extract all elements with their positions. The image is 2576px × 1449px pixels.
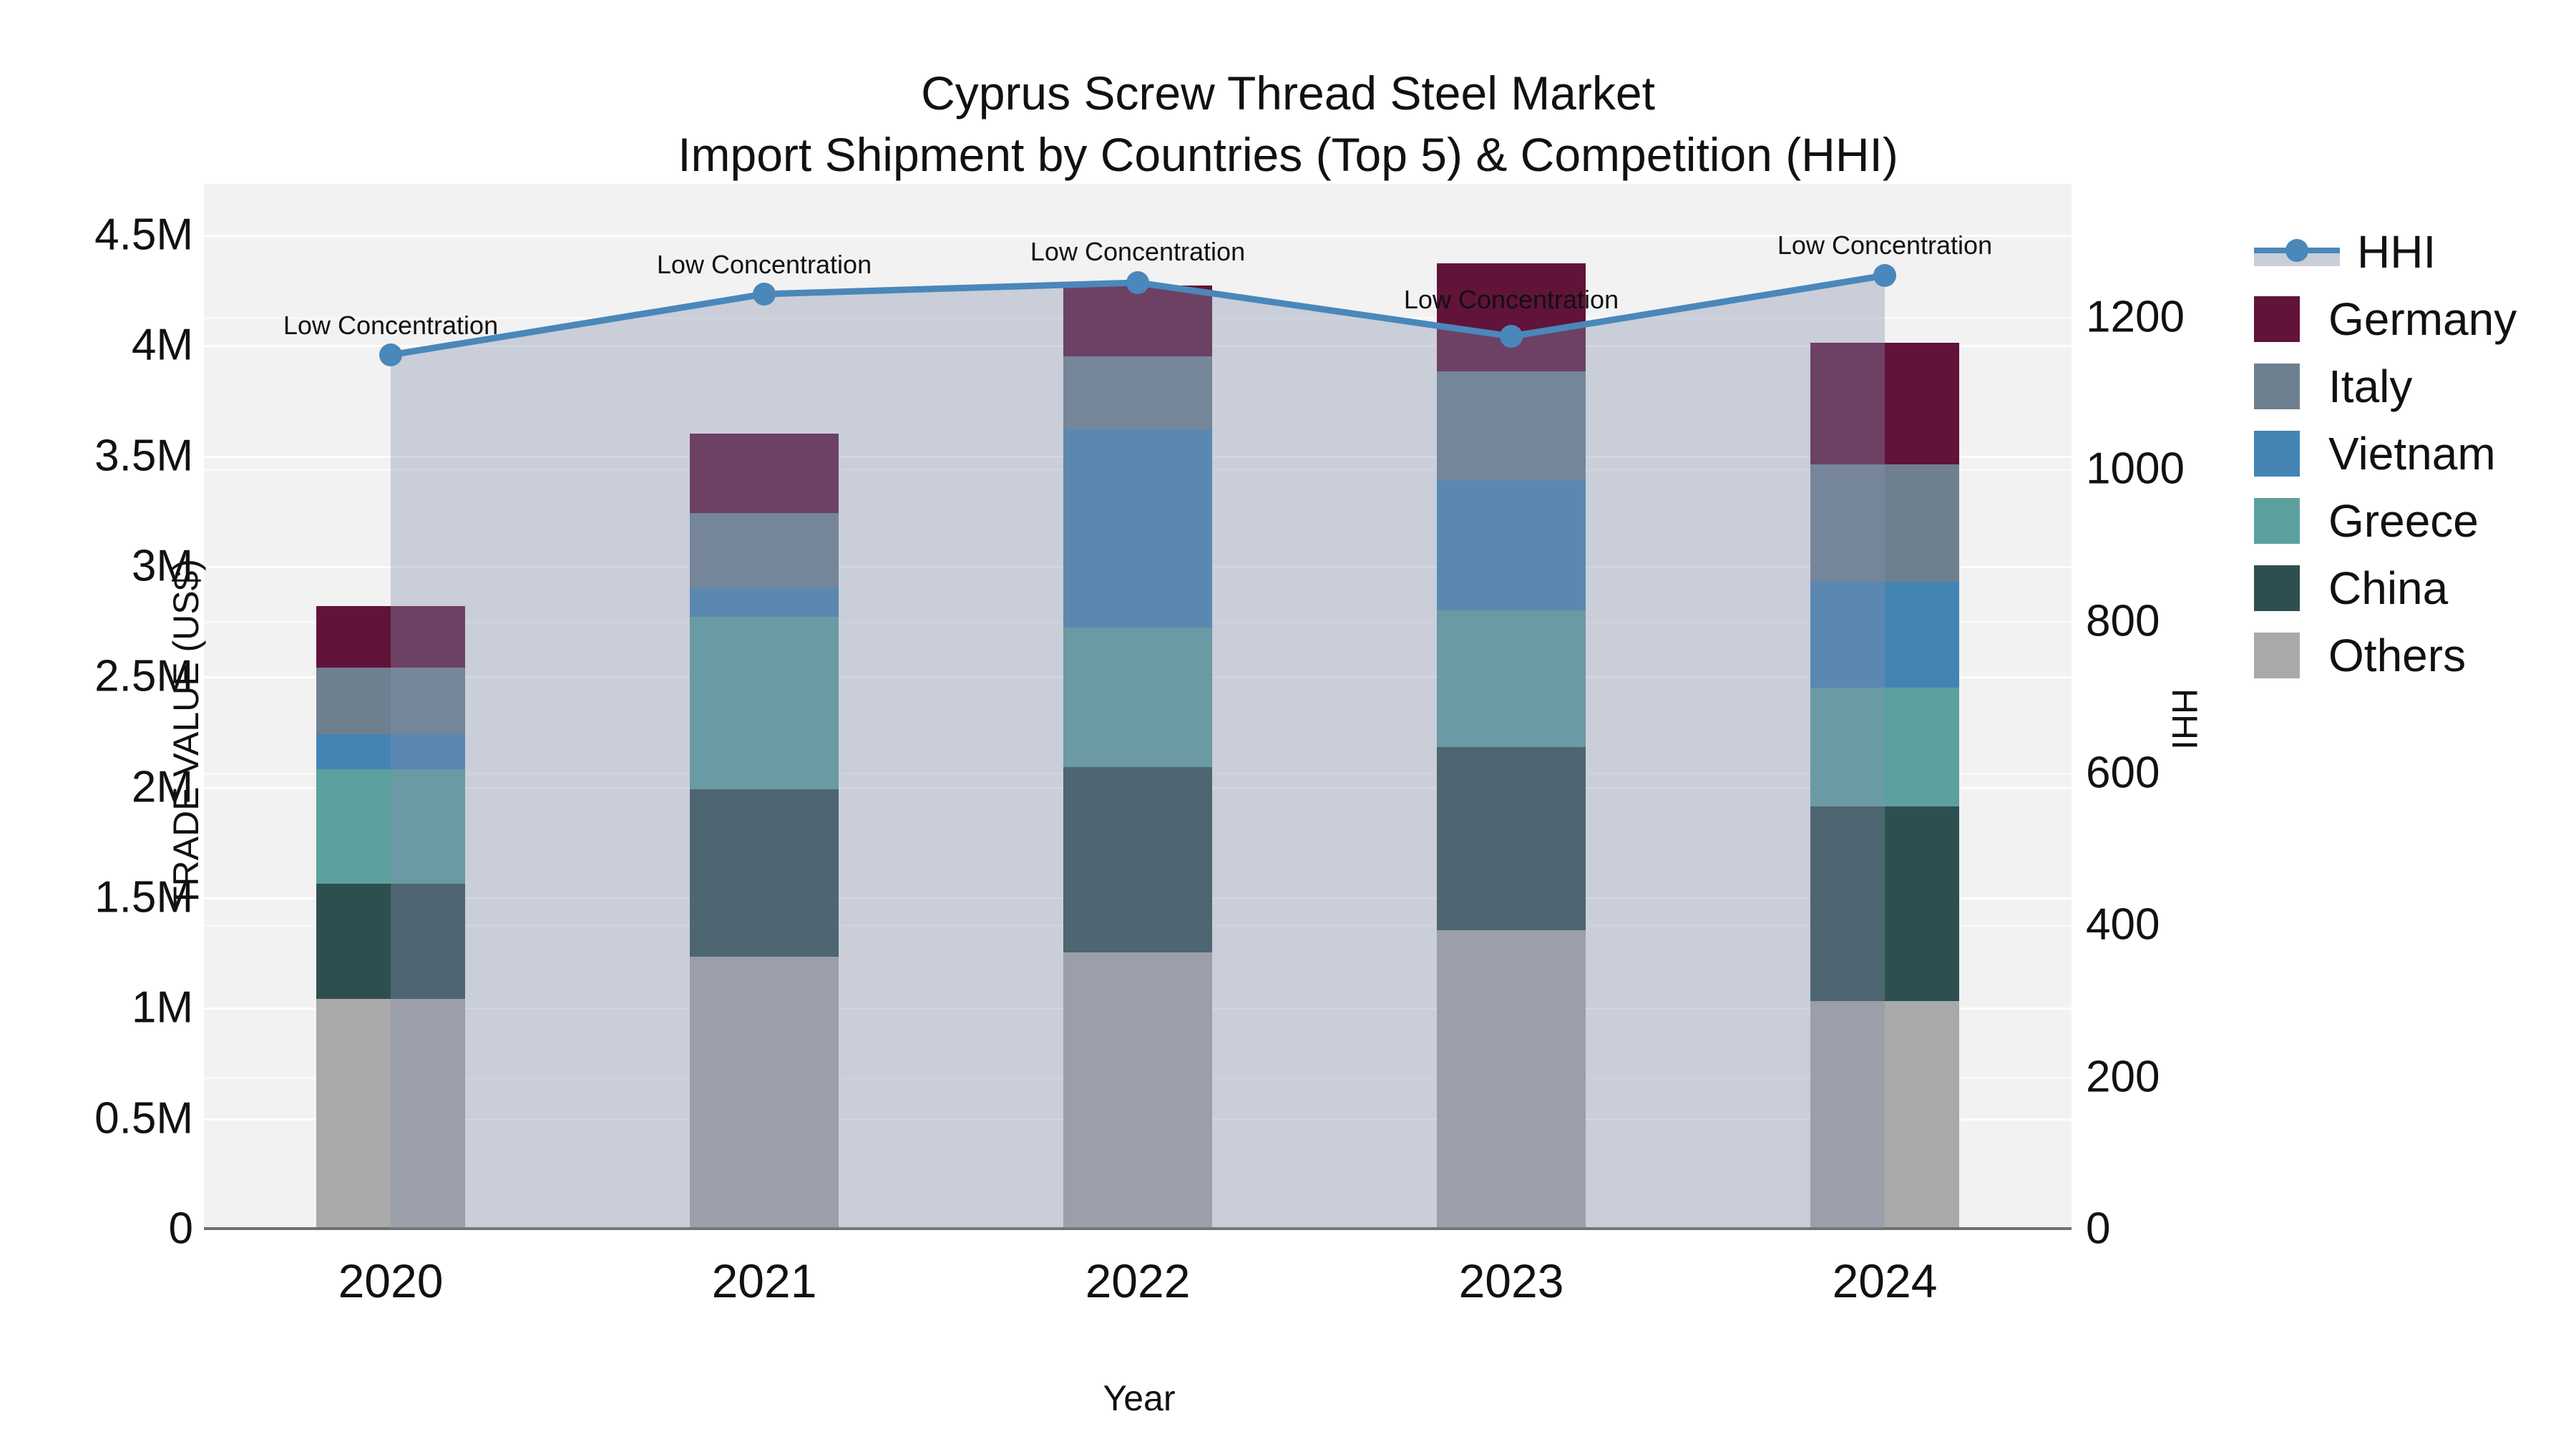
x-tick-2023: 2023 bbox=[1458, 1254, 1564, 1307]
x-tick-2021: 2021 bbox=[711, 1254, 817, 1307]
chart-title: Cyprus Screw Thread Steel Market bbox=[921, 67, 1655, 119]
hhi-line-swatch bbox=[2254, 238, 2340, 266]
annotation-2024: Low Concentration bbox=[1777, 230, 1993, 260]
legend-item-china: China bbox=[2254, 555, 2517, 622]
bar-segment-2020-italy bbox=[316, 667, 465, 734]
bar-segment-2023-china bbox=[1437, 747, 1586, 931]
gridline-left-axis bbox=[204, 235, 2072, 237]
legend-item-greece: Greece bbox=[2254, 487, 2517, 555]
legend-item-italy: Italy bbox=[2254, 353, 2517, 420]
x-axis-title: Year bbox=[1103, 1378, 1176, 1418]
left-tick-3.5M: 3.5M bbox=[94, 431, 193, 481]
annotation-2023: Low Concentration bbox=[1403, 285, 1619, 314]
bar-segment-2021-others bbox=[690, 957, 839, 1229]
bar-segment-2020-germany bbox=[316, 605, 465, 668]
bar-segment-2021-germany bbox=[690, 433, 839, 513]
legend-item-others: Others bbox=[2254, 622, 2517, 689]
bar-segment-2023-vietnam bbox=[1437, 479, 1586, 610]
chart-subtitle: Import Shipment by Countries (Top 5) & C… bbox=[678, 128, 1898, 181]
right-tick-400: 400 bbox=[2086, 899, 2160, 950]
x-tick-2024: 2024 bbox=[1832, 1254, 1938, 1307]
right-tick-1000: 1000 bbox=[2086, 444, 2185, 494]
x-axis-line bbox=[204, 1227, 2072, 1230]
left-tick-2.5M: 2.5M bbox=[94, 651, 193, 701]
legend-label-others: Others bbox=[2328, 630, 2467, 681]
bar-segment-2023-germany bbox=[1437, 263, 1586, 372]
legend-item-vietnam: Vietnam bbox=[2254, 420, 2517, 487]
legend-swatch-china bbox=[2254, 565, 2300, 611]
bar-segment-2021-china bbox=[690, 789, 839, 957]
right-tick-200: 200 bbox=[2086, 1052, 2160, 1102]
bar-segment-2020-vietnam bbox=[316, 733, 465, 769]
legend-label-greece: Greece bbox=[2328, 495, 2479, 547]
hhi-marker-icon bbox=[2285, 239, 2308, 262]
bar-segment-2022-italy bbox=[1063, 356, 1212, 429]
left-tick-3M: 3M bbox=[131, 541, 193, 591]
legend-label-china: China bbox=[2328, 562, 2449, 614]
left-tick-4M: 4M bbox=[131, 320, 193, 370]
bar-segment-2024-italy bbox=[1810, 464, 1959, 582]
left-tick-0.5M: 0.5M bbox=[94, 1093, 193, 1143]
bar-segment-2023-italy bbox=[1437, 371, 1586, 480]
legend-label-hhi: HHI bbox=[2357, 226, 2436, 278]
bar-segment-2023-greece bbox=[1437, 610, 1586, 748]
annotation-2022: Low Concentration bbox=[1030, 237, 1246, 266]
bar-segment-2024-vietnam bbox=[1810, 581, 1959, 688]
legend-label-germany: Germany bbox=[2328, 293, 2517, 345]
x-tick-2022: 2022 bbox=[1085, 1254, 1191, 1307]
left-tick-4.5M: 4.5M bbox=[94, 210, 193, 260]
bar-segment-2020-others bbox=[316, 998, 465, 1229]
legend-swatch-others bbox=[2254, 633, 2300, 678]
legend-item-hhi: HHI bbox=[2254, 218, 2517, 286]
legend-swatch-germany bbox=[2254, 296, 2300, 342]
bar-segment-2022-germany bbox=[1063, 285, 1212, 356]
bar-segment-2021-vietnam bbox=[690, 587, 839, 617]
bar-segment-2020-greece bbox=[316, 769, 465, 884]
left-tick-0: 0 bbox=[168, 1204, 193, 1254]
bar-segment-2021-italy bbox=[690, 512, 839, 588]
right-axis-title: HHI bbox=[2165, 688, 2205, 751]
x-tick-2020: 2020 bbox=[338, 1254, 444, 1307]
left-tick-2M: 2M bbox=[131, 762, 193, 812]
legend-swatch-italy bbox=[2254, 364, 2300, 409]
left-tick-1.5M: 1.5M bbox=[94, 872, 193, 922]
right-tick-800: 800 bbox=[2086, 596, 2160, 646]
legend-swatch-vietnam bbox=[2254, 431, 2300, 477]
bar-segment-2024-others bbox=[1810, 1001, 1959, 1229]
legend: HHI Germany Italy Vietnam Greece China Others bbox=[2254, 218, 2517, 689]
right-tick-0: 0 bbox=[2086, 1204, 2111, 1254]
bar-segment-2022-vietnam bbox=[1063, 429, 1212, 628]
left-axis-title: TRADE VALUE (US$) bbox=[166, 558, 207, 909]
bar-segment-2024-china bbox=[1810, 806, 1959, 1002]
plot-area bbox=[204, 184, 2072, 1229]
bar-segment-2022-greece bbox=[1063, 628, 1212, 767]
legend-item-germany: Germany bbox=[2254, 286, 2517, 353]
bar-segment-2023-others bbox=[1437, 930, 1586, 1229]
bar-segment-2021-greece bbox=[690, 616, 839, 789]
legend-label-vietnam: Vietnam bbox=[2328, 428, 2496, 479]
annotation-2021: Low Concentration bbox=[656, 250, 872, 279]
bar-segment-2024-germany bbox=[1810, 343, 1959, 464]
annotation-2020: Low Concentration bbox=[283, 311, 499, 340]
right-tick-600: 600 bbox=[2086, 748, 2160, 798]
bar-segment-2022-china bbox=[1063, 766, 1212, 953]
legend-swatch-greece bbox=[2254, 498, 2300, 544]
bar-segment-2022-others bbox=[1063, 952, 1212, 1229]
legend-label-italy: Italy bbox=[2328, 361, 2413, 412]
bar-segment-2020-china bbox=[316, 884, 465, 999]
bar-segment-2024-greece bbox=[1810, 687, 1959, 807]
left-tick-1M: 1M bbox=[131, 982, 193, 1033]
right-tick-1200: 1200 bbox=[2086, 292, 2185, 342]
